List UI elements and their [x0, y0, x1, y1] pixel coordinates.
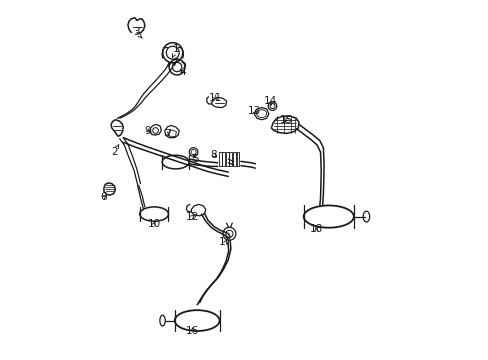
Bar [218, 152, 221, 166]
Text: 18: 18 [309, 225, 322, 234]
Text: 17: 17 [219, 237, 232, 247]
Text: 4: 4 [179, 67, 186, 77]
Text: 16: 16 [185, 326, 199, 336]
Text: 14: 14 [263, 96, 276, 106]
Text: 13: 13 [247, 106, 261, 116]
Text: 10: 10 [147, 219, 161, 229]
Text: 11: 11 [208, 93, 221, 103]
Text: 15: 15 [280, 115, 293, 125]
Text: 8: 8 [210, 150, 217, 160]
Text: 9: 9 [144, 126, 151, 135]
Text: 12: 12 [185, 212, 199, 221]
Text: 7: 7 [164, 129, 170, 139]
Text: 1: 1 [172, 44, 179, 57]
Bar [233, 152, 235, 166]
Text: 6: 6 [101, 192, 107, 202]
Bar [225, 152, 228, 166]
Bar [229, 152, 232, 166]
Text: 2: 2 [111, 144, 119, 157]
Bar [236, 152, 239, 166]
Bar [222, 152, 224, 166]
Text: 5: 5 [191, 154, 198, 164]
Text: 3: 3 [133, 27, 142, 38]
